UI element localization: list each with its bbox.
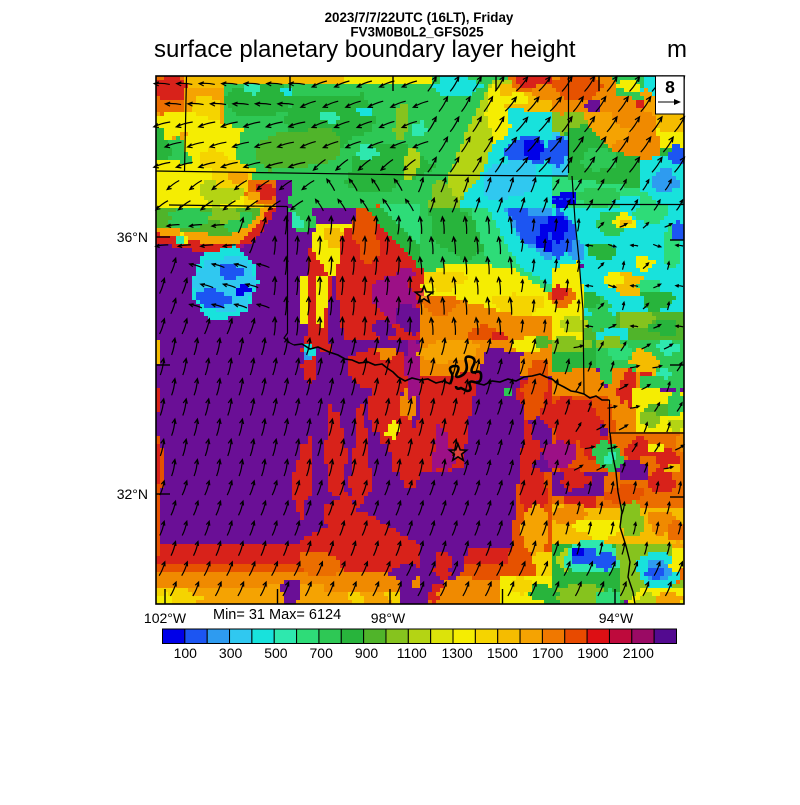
- svg-text:102°W: 102°W: [144, 610, 187, 626]
- svg-text:1900: 1900: [577, 645, 608, 661]
- svg-text:m: m: [667, 36, 687, 63]
- svg-text:2100: 2100: [623, 645, 654, 661]
- svg-text:900: 900: [355, 645, 379, 661]
- svg-text:8: 8: [665, 77, 675, 97]
- svg-text:98°W: 98°W: [371, 610, 406, 626]
- svg-text:100: 100: [174, 645, 198, 661]
- svg-text:Min= 31 Max= 6124: Min= 31 Max= 6124: [213, 607, 341, 623]
- svg-text:surface planetary boundary lay: surface planetary boundary layer height: [154, 36, 576, 63]
- svg-text:94°W: 94°W: [599, 610, 634, 626]
- svg-text:1300: 1300: [442, 645, 473, 661]
- svg-text:36°N: 36°N: [117, 229, 148, 245]
- svg-text:2023/7/7/22UTC (16LT), Friday: 2023/7/7/22UTC (16LT), Friday: [325, 10, 514, 25]
- svg-text:32°N: 32°N: [117, 486, 148, 502]
- svg-text:700: 700: [310, 645, 334, 661]
- svg-text:1100: 1100: [397, 645, 427, 661]
- svg-text:FV3M0B0L2_GFS025: FV3M0B0L2_GFS025: [350, 25, 484, 40]
- svg-text:1500: 1500: [487, 645, 518, 661]
- svg-text:300: 300: [219, 645, 243, 661]
- svg-text:1700: 1700: [532, 645, 563, 661]
- svg-text:500: 500: [264, 645, 288, 661]
